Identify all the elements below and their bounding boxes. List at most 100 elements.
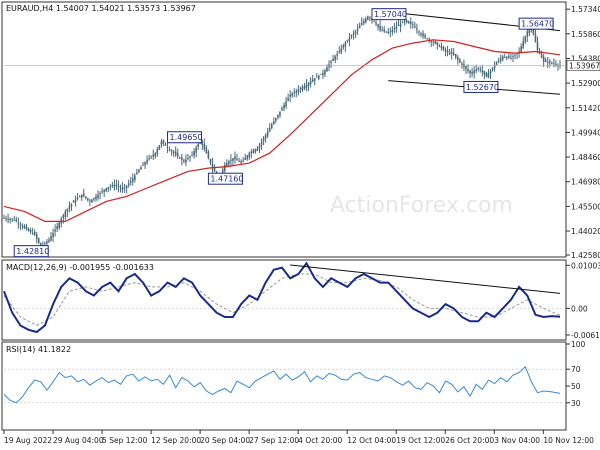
price-tick-label: 1.42580: [571, 251, 600, 260]
candle-body: [391, 29, 394, 32]
candle-body: [15, 219, 18, 222]
price-tick-label: 1.52900: [571, 79, 600, 88]
candle-body: [414, 26, 416, 28]
macd-tick-label: 0.00: [571, 304, 588, 313]
candle-body: [407, 21, 410, 24]
candle-body: [360, 23, 363, 25]
candle-body: [11, 218, 13, 220]
candle-body: [158, 145, 161, 150]
candle-body: [203, 143, 206, 149]
candle-body: [183, 160, 185, 162]
candle-body: [522, 41, 525, 48]
candle-body: [481, 70, 484, 73]
candle-body: [78, 196, 81, 198]
candle-body: [387, 31, 390, 34]
candle-body: [213, 167, 216, 172]
candle-body: [144, 162, 146, 166]
candle-body: [117, 186, 120, 188]
moving-average-line: [3, 39, 561, 222]
candle-body: [322, 73, 324, 76]
x-tick-label: 12 Oct 04:00: [347, 436, 396, 445]
candle-body: [162, 140, 165, 144]
candle-body: [209, 158, 212, 164]
candle-body: [103, 189, 105, 192]
candle-body: [311, 79, 314, 82]
rsi-tick-label: 70: [571, 365, 581, 374]
price-annotation-box: [207, 172, 243, 185]
candle-body: [181, 157, 183, 160]
candle-body: [283, 104, 285, 109]
candle-body: [228, 161, 230, 165]
candle-body: [76, 198, 79, 200]
candle-body: [418, 31, 420, 33]
candle-body: [99, 193, 101, 194]
candle-body: [279, 111, 281, 116]
candle-body: [491, 67, 494, 70]
candle-body: [362, 20, 365, 24]
price-tick-label: 1.49940: [571, 128, 600, 137]
x-tick-label: 10 Nov 12:00: [543, 436, 594, 445]
candle-body: [115, 184, 118, 186]
candle-body: [401, 22, 404, 24]
candle-body: [542, 56, 545, 62]
price-annotation-box: [518, 17, 554, 30]
candle-body: [479, 69, 482, 71]
candle-body: [473, 70, 475, 74]
candle-body: [452, 53, 455, 55]
candle-body: [281, 108, 283, 111]
candle-body: [258, 144, 261, 149]
candle-body: [262, 138, 265, 141]
candle-body: [107, 187, 110, 189]
candle-body: [342, 45, 345, 48]
candle-body: [469, 70, 471, 74]
candle-body: [320, 73, 322, 75]
x-tick-label: 19 Oct 12:00: [396, 436, 445, 445]
candle-body: [528, 28, 531, 34]
candle-body: [293, 92, 296, 93]
candle-body: [275, 118, 277, 121]
macd-tick-label: 0.010033: [571, 261, 600, 270]
candle-body: [483, 70, 486, 75]
candle-body: [365, 18, 367, 23]
candle-body: [459, 59, 461, 63]
candle-body: [7, 218, 9, 220]
candle-body: [348, 37, 351, 41]
candle-body: [499, 58, 502, 61]
candle-body: [197, 144, 199, 147]
candle-body: [195, 147, 197, 153]
candle-body: [207, 151, 210, 159]
candle-body: [89, 200, 91, 202]
candle-body: [146, 159, 148, 164]
candle-body: [285, 101, 287, 107]
x-axis: 19 Aug 2022 29 Aug 04:005 Sep 12:00 12 Sep…: [3, 430, 594, 445]
candle-body: [395, 26, 398, 29]
candle-body: [432, 41, 435, 43]
candle-body: [201, 141, 204, 145]
candle-body: [17, 222, 20, 224]
candle-body: [520, 46, 522, 52]
candle-body: [297, 89, 300, 93]
price-annotation-label: 1.42810: [16, 247, 49, 256]
candle-body: [385, 31, 388, 33]
candle-body: [354, 31, 357, 34]
candle-body: [358, 25, 361, 29]
candle-body: [5, 218, 7, 220]
candle-body: [264, 134, 267, 139]
candle-body: [534, 33, 537, 43]
candle-body: [403, 21, 406, 23]
rsi-tick-label: 30: [571, 399, 581, 408]
candle-body: [174, 151, 177, 155]
candle-body: [501, 56, 504, 60]
candle-body: [13, 219, 16, 221]
candle-body: [105, 188, 108, 192]
candle-body: [68, 206, 71, 210]
candle-body: [93, 198, 95, 200]
current-price-label: 1.53967: [569, 61, 600, 70]
candle-body: [420, 33, 422, 35]
price-tick-label: 1.57340: [571, 5, 600, 14]
candle-body: [379, 25, 381, 30]
candle-body: [46, 241, 48, 244]
candle-body: [526, 31, 529, 37]
macd-axis: 0.010033 0.00 -0.006193: [4, 261, 600, 340]
